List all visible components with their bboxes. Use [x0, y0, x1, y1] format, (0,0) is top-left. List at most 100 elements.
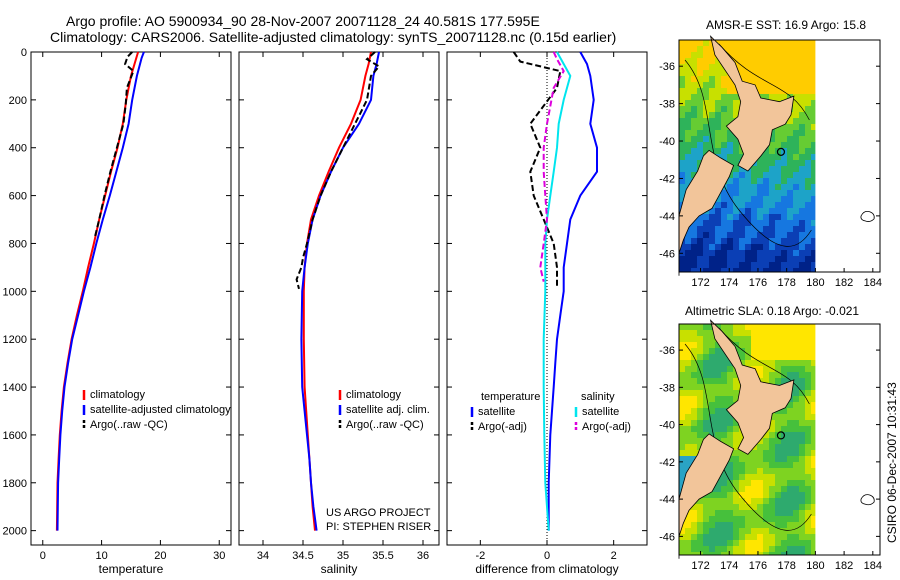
y-tick-label: 1600: [3, 430, 27, 442]
x-tick-label: 30: [213, 550, 225, 562]
x-tick-label: 176: [749, 277, 767, 289]
csiro-timestamp: CSIRO 06-Dec-2007 10:31:43: [885, 382, 899, 543]
y-tick-label: 1200: [3, 334, 27, 346]
series-line: [547, 51, 598, 531]
x-axis-label: salinity: [321, 562, 358, 576]
series-line: [56, 51, 145, 531]
argo-position-marker: [776, 147, 786, 156]
salinity-legend: climatology satellite adj. clim. Argo(..ra…: [338, 389, 430, 431]
y-tick-label: 0: [21, 47, 27, 59]
y-tick-label: 1000: [3, 286, 27, 298]
x-tick-label: 176: [749, 560, 767, 572]
map-frame: [678, 39, 881, 273]
chatham-islands: [860, 210, 875, 222]
x-axis-label: temperature: [99, 562, 164, 576]
x-tick-label: 2: [611, 550, 617, 562]
legend-label: Argo(..raw -QC): [346, 419, 424, 431]
north-island-land: [709, 35, 795, 172]
y-tick-label: 200: [9, 95, 27, 107]
depth-contour: [718, 327, 810, 405]
y-tick-label: -40: [659, 420, 675, 432]
sla-map-panel: 172 174 176 178 180 182 184 -36 -38 -40 -42 -44 -46: [659, 319, 882, 572]
y-tick-label: -42: [659, 457, 675, 469]
south-island-land: [678, 149, 735, 276]
y-tick-label: -38: [659, 99, 675, 111]
depth-contour: [718, 43, 810, 121]
sst-map-title: AMSR-E SST: 16.9 Argo: 15.8: [706, 18, 867, 32]
map-frame: [678, 323, 881, 556]
legend-label: satellite: [478, 406, 515, 418]
x-tick-label: -2: [475, 550, 485, 562]
y-tick-label: 1800: [3, 478, 27, 490]
legend-label: satellite adj. clim.: [346, 404, 430, 416]
y-tick-label: -36: [659, 345, 675, 357]
project-note-line-1: US ARGO PROJECT: [326, 507, 431, 519]
x-tick-label: 174: [720, 560, 738, 572]
series-line: [93, 51, 135, 239]
x-tick-label: 0: [40, 550, 46, 562]
depth-contour: [684, 59, 812, 247]
x-tick-label: 180: [806, 277, 824, 289]
x-tick-label: 10: [95, 550, 107, 562]
legend-label: satellite: [582, 406, 619, 418]
temperature-legend: climatology satellite-adjusted climatolog…: [82, 389, 231, 431]
y-tick-label: -44: [659, 494, 675, 506]
x-tick-label: 182: [835, 277, 853, 289]
legend-group-title: temperature: [481, 391, 540, 403]
depth-contour: [684, 343, 812, 531]
x-tick-label: 184: [864, 560, 882, 572]
legend-label: Argo(..raw -QC): [90, 419, 168, 431]
y-tick-label: -44: [659, 211, 675, 223]
salinity-profile-panel: 34 34.5 35 35.5 36 salinity climatology satelli…: [238, 51, 440, 576]
x-tick-label: 35.5: [372, 550, 393, 562]
legend-label: Argo(-adj): [582, 421, 631, 433]
argo-position-marker: [776, 431, 786, 440]
figure-title-line-1: Argo profile: AO 5900934_90 28-Nov-2007 …: [66, 13, 540, 29]
south-island-land: [678, 433, 735, 559]
difference-legend: temperature salinity satellite Argo(-adj) sa…: [470, 391, 631, 433]
y-tick-label: -40: [659, 136, 675, 148]
x-tick-label: 178: [777, 560, 795, 572]
project-note-line-2: PI: STEPHEN RISER: [326, 521, 431, 533]
y-tick-label: -38: [659, 382, 675, 394]
y-tick-label: 400: [9, 143, 27, 155]
x-tick-label: 35: [337, 550, 349, 562]
y-tick-label: 600: [9, 191, 27, 203]
plot-frame: [238, 51, 440, 546]
y-tick-label: -42: [659, 173, 675, 185]
series-line: [512, 51, 562, 287]
x-tick-label: 178: [777, 277, 795, 289]
y-tick-label: -46: [659, 531, 675, 543]
y-tick-label: -46: [659, 248, 675, 260]
sst-map-panel: 172 174 176 178 180 182 184 -36 -38 -40 -42 -44 -46: [659, 35, 882, 289]
x-tick-label: 34: [257, 550, 269, 562]
x-tick-label: 36: [417, 550, 429, 562]
x-tick-label: 184: [864, 277, 882, 289]
y-tick-label: 800: [9, 238, 27, 250]
series-line: [539, 51, 565, 282]
figure-title-line-2: Climatology: CARS2006. Satellite-adjuste…: [50, 29, 617, 45]
x-tick-label: 20: [154, 550, 166, 562]
x-tick-label: 174: [720, 277, 738, 289]
x-tick-label: 34.5: [292, 550, 313, 562]
y-tick-label: 2000: [3, 526, 27, 538]
legend-label: climatology: [90, 389, 146, 401]
x-tick-label: 182: [835, 560, 853, 572]
chatham-islands: [860, 494, 875, 506]
legend-label: Argo(-adj): [478, 421, 527, 433]
series-line: [300, 51, 380, 531]
temperature-profile-panel: 0 10 20 30 0 200 400 600 800 1000 1200 1400 1600 1800…: [3, 47, 232, 576]
sla-map-title: Altimetric SLA: 0.18 Argo: -0.021: [685, 304, 860, 318]
y-tick-label: -36: [659, 61, 675, 73]
x-axis-label: difference from climatology: [475, 562, 618, 576]
north-island-land: [709, 319, 795, 455]
x-tick-label: 180: [806, 560, 824, 572]
legend-label: climatology: [346, 389, 402, 401]
legend-group-title: salinity: [581, 391, 615, 403]
plot-frame: [30, 51, 232, 546]
y-tick-label: 1400: [3, 382, 27, 394]
x-tick-label: 172: [691, 277, 709, 289]
series-line: [295, 51, 381, 290]
